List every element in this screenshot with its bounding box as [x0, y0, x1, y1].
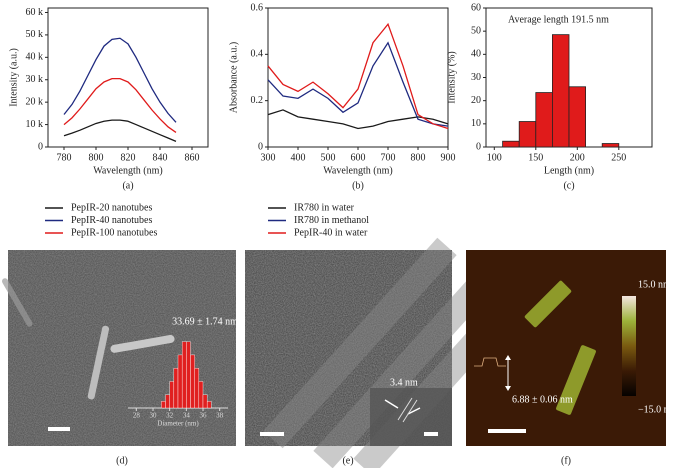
x-tick-label: 700 [381, 152, 396, 163]
x-tick-label: 36 [200, 412, 208, 420]
line [63, 119, 177, 142]
bar [186, 341, 191, 409]
afm-f [466, 250, 666, 446]
y-tick-label: 10 [471, 118, 481, 129]
x-tick-label: 860 [185, 152, 200, 163]
line [267, 22, 449, 130]
bar [161, 401, 166, 409]
bar [552, 34, 570, 148]
y-tick-label: 60 [471, 2, 481, 13]
colorbar-label: 15.0 nm [638, 279, 671, 290]
bar [535, 92, 553, 148]
annotation: 3.4 nm [390, 377, 418, 388]
bar [194, 367, 200, 409]
x-tick-label: 300 [261, 152, 276, 163]
y-tick-label: 30 [471, 72, 481, 83]
y-tick-label: 10 k [26, 119, 44, 130]
colorbar-label: −15.0 nm [638, 404, 673, 415]
y-tick-label: 20 k [26, 96, 44, 107]
bar [181, 341, 187, 409]
legend-label: PepIR-100 nanotubes [71, 227, 157, 238]
y-tick-label: 0 [476, 141, 481, 152]
plot-frame [267, 7, 449, 148]
y-tick-label: 50 [471, 25, 481, 36]
bar [190, 354, 195, 409]
x-axis-label: Diameter (nm) [157, 420, 199, 428]
x-tick-label: 200 [570, 152, 585, 163]
x-tick-label: 780 [57, 152, 72, 163]
bar [568, 86, 587, 148]
y-tick-label: 0 [258, 141, 263, 152]
bar [177, 354, 183, 409]
annotation: Average length 191.5 nm [508, 14, 609, 25]
bar [202, 394, 208, 409]
x-tick-label: 600 [351, 152, 366, 163]
bar [169, 381, 175, 409]
y-axis-label: Intensity (%) [446, 51, 457, 104]
x-tick-label: 32 [166, 412, 174, 420]
y-tick-label: 20 [471, 95, 481, 106]
x-tick-label: 800 [411, 152, 426, 163]
panel-label: (c) [563, 180, 574, 191]
bar [198, 381, 204, 409]
bar [502, 140, 520, 148]
x-tick-label: 38 [216, 412, 224, 420]
panel-label: (b) [352, 180, 364, 191]
y-tick-label: 40 k [26, 52, 44, 63]
x-tick-label: 28 [133, 412, 141, 420]
panel-label: (a) [122, 180, 133, 191]
x-tick-label: 100 [487, 152, 502, 163]
legend-label: PepIR-40 in water [294, 227, 368, 238]
y-tick-label: 0.2 [251, 95, 264, 106]
y-tick-label: 0 [38, 141, 43, 152]
x-tick-label: 30 [150, 412, 158, 420]
legend-label: PepIR-40 nanotubes [71, 215, 152, 226]
bar [518, 121, 537, 148]
x-tick-label: 400 [291, 152, 306, 163]
y-tick-label: 0.4 [251, 49, 264, 60]
x-axis-label: Wavelength (nm) [93, 165, 162, 176]
x-tick-label: 500 [321, 152, 336, 163]
legend-label: IR780 in methanol [294, 215, 369, 226]
line [267, 41, 449, 127]
line [63, 37, 177, 123]
x-axis-label: Wavelength (nm) [323, 165, 392, 176]
line [267, 109, 449, 130]
micrograph-e [245, 237, 507, 468]
y-axis-label: Absorbance (a.u.) [228, 42, 239, 113]
y-tick-label: 30 k [26, 74, 44, 85]
panel-label: (f) [561, 455, 571, 466]
y-tick-label: 0.6 [251, 2, 264, 13]
x-tick-label: 800 [89, 152, 104, 163]
bar [165, 394, 170, 409]
x-tick-label: 34 [183, 412, 191, 420]
y-tick-label: 60 k [26, 7, 44, 18]
bar [601, 143, 620, 148]
y-axis-label: Intensity (a.u.) [8, 48, 19, 107]
panel-label: (d) [116, 455, 128, 466]
annotation: 6.88 ± 0.06 nm [512, 394, 573, 405]
y-tick-label: 50 k [26, 29, 44, 40]
x-tick-label: 840 [153, 152, 168, 163]
plot-frame [47, 7, 209, 148]
x-tick-label: 900 [441, 152, 456, 163]
panel-label: (e) [342, 455, 353, 466]
legend-label: PepIR-20 nanotubes [71, 202, 152, 213]
annotation: 33.69 ± 1.74 nm [172, 316, 238, 327]
micrograph-d [2, 250, 236, 446]
legend-label: IR780 in water [294, 202, 355, 213]
bar [206, 401, 212, 409]
x-tick-label: 250 [611, 152, 626, 163]
line [63, 77, 177, 133]
x-tick-label: 820 [121, 152, 136, 163]
x-tick-label: 150 [528, 152, 543, 163]
x-axis-label: Length (nm) [544, 165, 594, 176]
y-tick-label: 40 [471, 49, 481, 60]
bar [173, 367, 179, 409]
